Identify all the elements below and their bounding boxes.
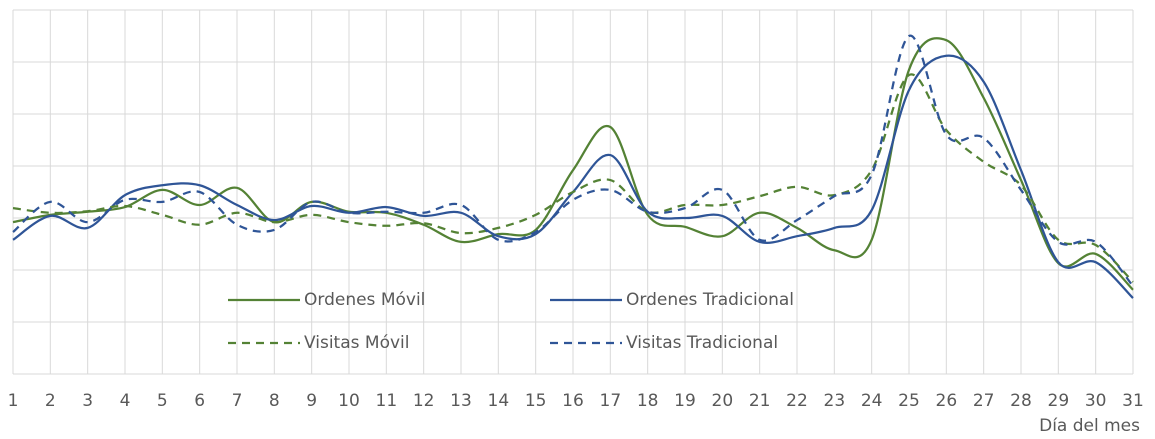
legend-label: Ordenes Tradicional [626, 290, 794, 310]
x-tick-label: 12 [413, 391, 435, 411]
x-tick-label: 9 [306, 391, 317, 411]
legend-label: Visitas Tradicional [626, 333, 778, 353]
x-tick-label: 8 [269, 391, 280, 411]
x-tick-label: 25 [898, 391, 920, 411]
series-line [12, 54, 1134, 299]
x-tick-label: 31 [1122, 391, 1144, 411]
x-tick-label: 15 [525, 391, 547, 411]
x-tick-label: 18 [637, 391, 659, 411]
x-tick-label: 2 [45, 391, 56, 411]
x-tick-label: 17 [600, 391, 622, 411]
x-tick-label: 13 [450, 391, 472, 411]
x-tick-label: 6 [194, 391, 205, 411]
x-tick-label: 27 [973, 391, 995, 411]
x-tick-label: 28 [1010, 391, 1032, 411]
series-line [12, 37, 1134, 291]
x-tick-label: 20 [712, 391, 734, 411]
x-tick-label: 29 [1048, 391, 1070, 411]
x-tick-label: 7 [232, 391, 243, 411]
x-tick-label: 30 [1085, 391, 1107, 411]
x-axis-label: Día del mes [1039, 416, 1140, 436]
x-tick-label: 19 [674, 391, 696, 411]
x-tick-label: 14 [488, 391, 510, 411]
x-tick-label: 22 [786, 391, 808, 411]
legend-label: Visitas Móvil [304, 333, 409, 353]
x-tick-label: 1 [8, 391, 19, 411]
x-tick-label: 10 [338, 391, 360, 411]
x-tick-label: 23 [824, 391, 846, 411]
x-tick-label: 21 [749, 391, 771, 411]
x-tick-label: 4 [120, 391, 131, 411]
series-line [12, 73, 1134, 283]
x-tick-label: 11 [376, 391, 398, 411]
x-tick-label: 16 [562, 391, 584, 411]
x-tick-label: 26 [936, 391, 958, 411]
x-tick-label: 5 [157, 391, 168, 411]
legend-label: Ordenes Móvil [304, 290, 425, 310]
x-tick-label: 3 [82, 391, 93, 411]
x-tick-label: 24 [861, 391, 883, 411]
